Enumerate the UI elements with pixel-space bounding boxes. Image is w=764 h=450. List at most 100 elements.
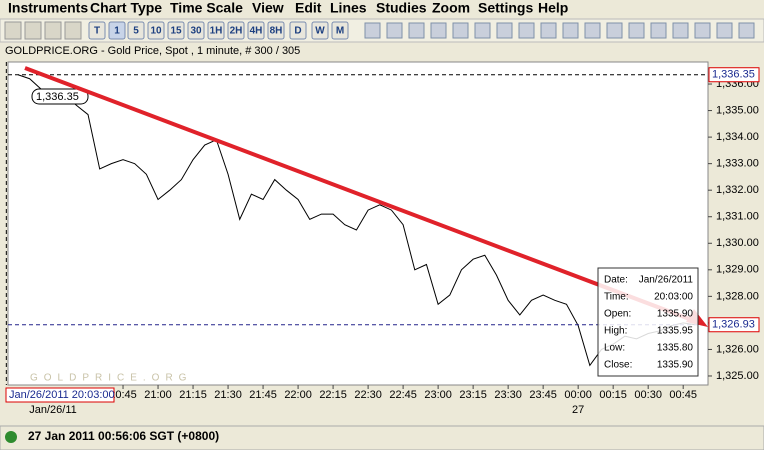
menu-item[interactable]: Chart Type — [90, 0, 162, 16]
toolbar-icon[interactable] — [540, 22, 557, 39]
x-tick-label: 00:00 — [564, 389, 592, 401]
toolbar-button[interactable] — [88, 21, 106, 40]
x-tick-label: 21:00 — [144, 389, 172, 401]
price-box — [708, 317, 760, 333]
toolbar-label[interactable]: 30 — [190, 26, 202, 37]
toolbar-label[interactable]: 1 — [114, 26, 120, 37]
toolbar-label[interactable]: W — [315, 26, 325, 37]
price-line — [17, 74, 695, 367]
x-tick-label: 22:15 — [319, 389, 347, 401]
toolbar-icon[interactable] — [694, 22, 711, 39]
y-tick-label: 1,325.00 — [716, 370, 759, 382]
date-label: 27 — [572, 404, 584, 416]
toolbar-label[interactable]: 2H — [230, 26, 243, 37]
tooltip-key: Open: — [604, 309, 631, 320]
menu-item[interactable]: Edit — [295, 0, 322, 16]
toolbar-button[interactable] — [207, 21, 225, 40]
toolbar-icon[interactable] — [474, 22, 491, 39]
menu-item[interactable]: View — [252, 0, 284, 16]
toolbar-button[interactable] — [311, 21, 329, 40]
menu-item[interactable]: Lines — [330, 0, 367, 16]
toolbar-label[interactable]: D — [294, 26, 301, 37]
toolbar-icon[interactable] — [64, 21, 82, 40]
toolbar-icon[interactable] — [716, 22, 733, 39]
tooltip-key: High: — [604, 326, 627, 337]
toolbar-icon[interactable] — [496, 22, 513, 39]
toolbar-label[interactable]: 1H — [210, 26, 223, 37]
y-tick-label: 1,326.00 — [716, 343, 759, 355]
toolbar-button[interactable] — [331, 21, 349, 40]
y-tick-label: 1,335.00 — [716, 104, 759, 116]
toolbar-button[interactable] — [108, 21, 126, 40]
x-tick-label: 23:45 — [529, 389, 557, 401]
menu-item[interactable]: Zoom — [432, 0, 470, 16]
toolbar-icon[interactable] — [606, 22, 623, 39]
toolbar-icon[interactable] — [430, 22, 447, 39]
menu-item[interactable]: Studies — [376, 0, 427, 16]
toolbar-label[interactable]: 8H — [270, 26, 283, 37]
time-box — [5, 387, 115, 403]
toolbar-icon[interactable] — [24, 21, 42, 40]
toolbar-icon[interactable] — [628, 22, 645, 39]
toolbar-label[interactable]: T — [94, 26, 100, 37]
x-tick-label: 22:45 — [389, 389, 417, 401]
tooltip-key: Time: — [604, 292, 629, 303]
toolbar-button[interactable] — [167, 21, 185, 40]
x-tick-label: 22:00 — [284, 389, 312, 401]
watermark: GOLDPRICE.ORG — [30, 373, 192, 384]
y-tick-label: 1,333.00 — [716, 158, 759, 170]
toolbar-icon[interactable] — [672, 22, 689, 39]
x-tick-label: 00:30 — [634, 389, 662, 401]
y-tick-label: 1,328.00 — [716, 290, 759, 302]
tooltip — [597, 267, 699, 377]
menu-item[interactable]: Help — [538, 0, 568, 16]
menu-item[interactable]: Instruments — [8, 0, 88, 16]
y-tick-label: 1,329.00 — [716, 264, 759, 276]
toolbar-icon[interactable] — [738, 22, 755, 39]
x-tick-label: 23:00 — [424, 389, 452, 401]
tooltip-value: Jan/26/2011 — [639, 275, 694, 286]
status-bar — [0, 425, 764, 450]
x-tick-label: 22:30 — [354, 389, 382, 401]
toolbar-button[interactable] — [147, 21, 165, 40]
time-label: Jan/26/2011 20:03:00 — [9, 389, 115, 401]
toolbar-button[interactable] — [247, 21, 265, 40]
x-tick-label: 20:45 — [109, 389, 137, 401]
menu-item[interactable]: Time Scale — [170, 0, 243, 16]
y-tick-label: 1,330.00 — [716, 237, 759, 249]
toolbar-icon[interactable] — [408, 22, 425, 39]
toolbar-button[interactable] — [289, 21, 307, 40]
toolbar-label[interactable]: 4H — [250, 26, 263, 37]
x-tick-label: 23:30 — [494, 389, 522, 401]
toolbar-label[interactable]: 5 — [133, 26, 139, 37]
toolbar-icon[interactable] — [4, 21, 22, 40]
x-tick-label: 23:15 — [459, 389, 487, 401]
toolbar-icon[interactable] — [452, 22, 469, 39]
toolbar-button[interactable] — [227, 21, 245, 40]
toolbar-icon[interactable] — [562, 22, 579, 39]
tooltip-value: 1335.95 — [657, 326, 694, 337]
x-tick-label: 00:45 — [669, 389, 697, 401]
menu-item[interactable]: Settings — [478, 0, 533, 16]
toolbar-label[interactable]: 15 — [170, 26, 182, 37]
tooltip-value: 20:03:00 — [654, 292, 693, 303]
toolbar-icon[interactable] — [650, 22, 667, 39]
toolbar-button[interactable] — [127, 21, 145, 40]
toolbar-icon[interactable] — [584, 22, 601, 39]
tooltip-key: Low: — [604, 343, 625, 354]
toolbar-button[interactable] — [187, 21, 205, 40]
toolbar-icon[interactable] — [364, 22, 381, 39]
toolbar-icon[interactable] — [44, 21, 62, 40]
x-tick-label: 21:30 — [214, 389, 242, 401]
toolbar-label[interactable]: M — [336, 26, 344, 37]
price-label: 1,336.35 — [712, 69, 755, 81]
toolbar-icon[interactable] — [386, 22, 403, 39]
toolbar-label[interactable]: 10 — [150, 26, 162, 37]
plot-area — [7, 61, 709, 386]
x-tick-label: 21:15 — [179, 389, 207, 401]
tooltip-key: Close: — [604, 360, 632, 371]
toolbar-button[interactable] — [267, 21, 285, 40]
tooltip-value: 1335.90 — [657, 360, 694, 371]
tooltip-value: 1335.80 — [657, 343, 694, 354]
toolbar-icon[interactable] — [518, 22, 535, 39]
